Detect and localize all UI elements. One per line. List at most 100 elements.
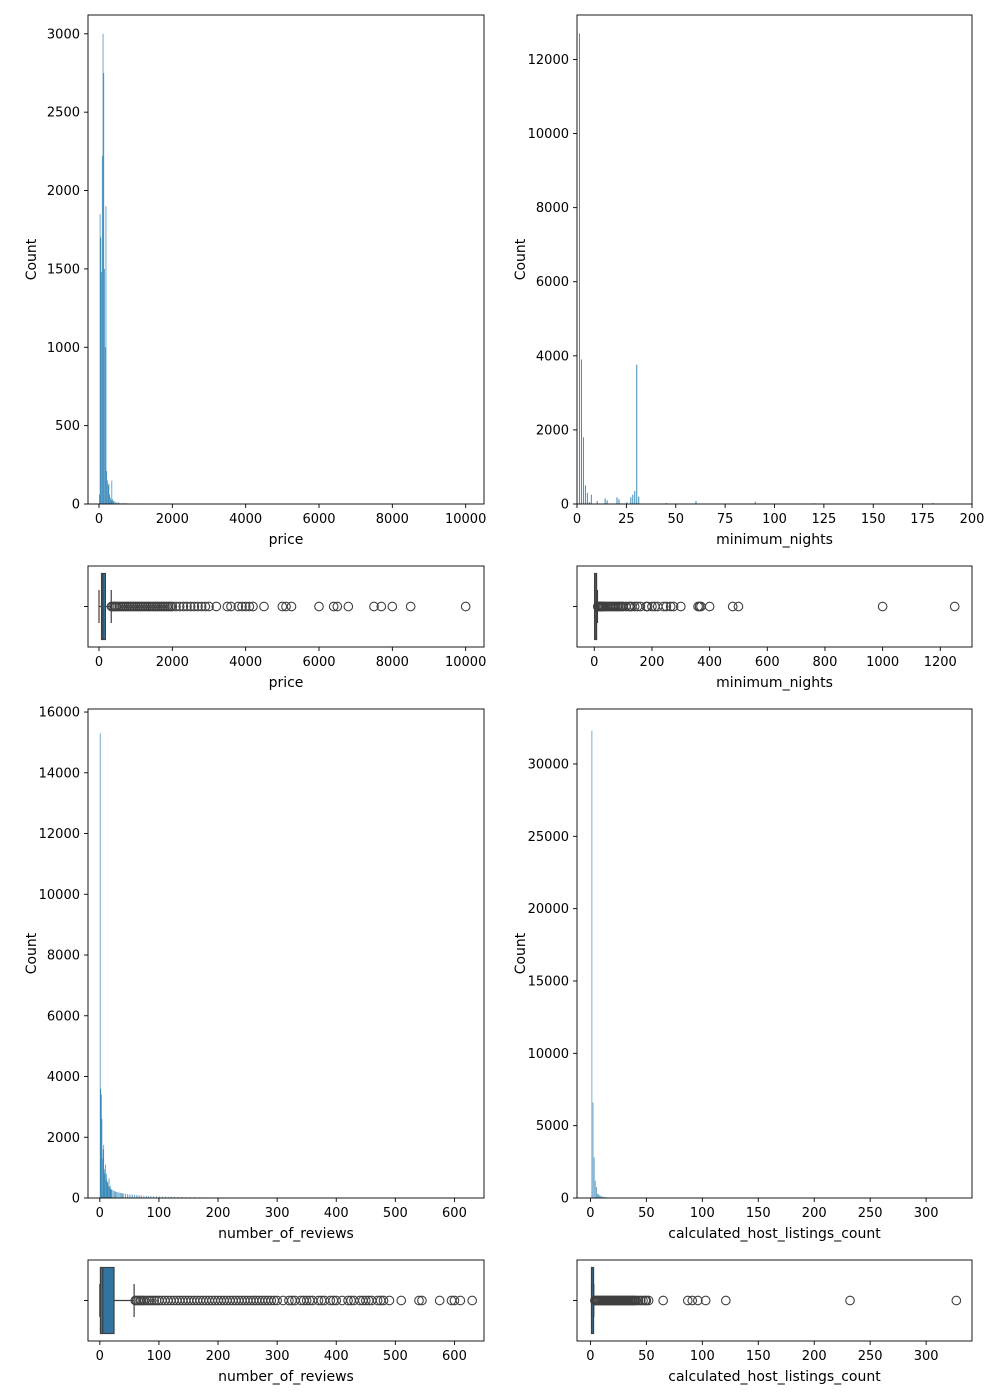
- reviews-box-outlier: [417, 1295, 427, 1306]
- reviews-hist-ytick-label: 8000: [47, 949, 80, 964]
- hosts-box-xtick-label: 50: [638, 1349, 655, 1364]
- price-box-outlier: [281, 601, 291, 612]
- nights-hist-panel: 0 2000 4000 6000 8000 10000 12000 Count 0 25 50 75 1…: [513, 14, 984, 548]
- reviews-box-outlier: [384, 1295, 395, 1306]
- nights-hist-bar: [616, 497, 618, 504]
- price-box-xtick-label: 2000: [156, 655, 189, 670]
- hosts-hist-bar: [602, 1196, 604, 1198]
- reviews-hist-bar: [150, 1196, 152, 1198]
- price-hist-ytick-label: 2500: [47, 106, 80, 121]
- price-box-xtick-label: 8000: [376, 655, 409, 670]
- reviews-box-boxplot: [99, 1266, 478, 1335]
- hosts-hist-xtick-label: 50: [638, 1206, 655, 1221]
- price-box-outlier: [200, 601, 211, 612]
- reviews-hist-bar: [128, 1194, 130, 1198]
- price-hist-xtick-label: 6000: [302, 512, 335, 527]
- reviews-hist-bar: [116, 1191, 118, 1198]
- reviews-hist-xtick-label: 300: [265, 1206, 290, 1221]
- hosts-box-fliers: [590, 1295, 962, 1306]
- price-hist-bar: [101, 272, 102, 504]
- reviews-hist-ytick-label: 16000: [39, 706, 80, 721]
- price-box-outlier: [286, 601, 297, 612]
- reviews-hist-bar: [103, 1169, 105, 1198]
- reviews-hist-ytick-label: 2000: [47, 1131, 80, 1146]
- hosts-box-outlier: [692, 1295, 703, 1306]
- price-hist-bar: [112, 499, 113, 504]
- reviews-hist-bar: [105, 1164, 106, 1198]
- price-hist-bar: [102, 33, 104, 505]
- reviews-box-xtick-label: 100: [147, 1349, 172, 1364]
- hosts-hist-ytick-label: 15000: [528, 974, 569, 989]
- price-hist-xtick-label: 4000: [229, 512, 262, 527]
- reviews-box-outlier: [455, 1295, 466, 1306]
- price-hist-ytick-label: 0: [72, 498, 80, 513]
- nights-hist-bars: [578, 33, 934, 505]
- reviews-hist-bar: [114, 1191, 115, 1198]
- reviews-box-outlier: [142, 1295, 152, 1306]
- reviews-box-outlier: [325, 1295, 336, 1306]
- price-box-outlier: [277, 601, 288, 612]
- hosts-box-xtick-label: 0: [586, 1349, 594, 1364]
- nights-box-outlier: [661, 601, 672, 612]
- hosts-box-outlier: [951, 1295, 962, 1306]
- hosts-box-outlier: [643, 1295, 654, 1306]
- reviews-hist-ytick-label: 12000: [39, 827, 80, 842]
- nights-box-frame: [576, 565, 973, 648]
- hosts-hist-panel: 0 5000 10000 15000 20000 25000 30000 Count 0 50 10…: [513, 708, 973, 1242]
- nights-hist-bar: [606, 500, 608, 504]
- price-box-outlier: [182, 601, 192, 612]
- reviews-hist-xtick-label: 200: [206, 1206, 231, 1221]
- reviews-hist-bar: [101, 1094, 102, 1198]
- hosts-hist-ytick-label: 10000: [528, 1047, 569, 1062]
- reviews-hist-bar: [164, 1196, 166, 1198]
- reviews-hist-bar: [99, 733, 101, 1198]
- price-box-outlier: [204, 601, 214, 612]
- hosts-box-xtick-label: 250: [858, 1349, 883, 1364]
- nights-hist-xtick-label: 25: [618, 512, 635, 527]
- nights-box-outlier: [949, 601, 960, 612]
- hosts-hist-bar: [592, 1102, 594, 1198]
- reviews-hist-bar: [108, 1185, 109, 1198]
- nights-hist-bar: [588, 502, 590, 504]
- price-box-outlier: [460, 601, 471, 612]
- price-hist-bar: [101, 156, 103, 504]
- price-hist-xtick-label: 8000: [376, 512, 409, 527]
- price-hist-bar: [103, 72, 105, 505]
- reviews-box-xtick-label: 300: [265, 1349, 290, 1364]
- price-hist-bar: [118, 502, 119, 504]
- price-box-outlier: [222, 601, 233, 612]
- nights-hist-ytick-label: 12000: [528, 53, 569, 68]
- price-hist-bar: [110, 500, 112, 504]
- nights-box-outlier: [647, 601, 657, 612]
- nights-box-panel: 0 200 400 600 800 1000 1200 minimum_nights: [573, 565, 973, 691]
- nights-box-outlier: [635, 601, 646, 612]
- hosts-hist-bar: [598, 1194, 599, 1198]
- nights-hist-ylabel: Count: [513, 238, 529, 280]
- reviews-box-outlier: [146, 1295, 157, 1306]
- reviews-hist-bar: [123, 1193, 125, 1198]
- price-hist-panel: 0 500 1000 1500 2000 2500 3000 Count 0 2000 4000 60…: [24, 14, 486, 548]
- reviews-hist-bar: [109, 1187, 110, 1198]
- reviews-hist-frame: [87, 708, 485, 1199]
- nights-hist-bar: [634, 491, 636, 504]
- hosts-box-outlier: [845, 1295, 855, 1306]
- nights-hist-bar: [584, 485, 586, 504]
- reviews-hist-bar: [118, 1192, 120, 1198]
- reviews-box-xlabel: number_of_reviews: [218, 1369, 354, 1385]
- nights-box-fliers: [592, 601, 960, 612]
- reviews-hist-ytick-label: 0: [72, 1192, 80, 1207]
- reviews-hist-xlabel: number_of_reviews: [218, 1226, 354, 1242]
- reviews-hist-bar: [125, 1193, 126, 1198]
- reviews-hist-xtick-label: 400: [324, 1206, 349, 1221]
- hosts-hist-bar: [593, 1157, 595, 1198]
- nights-hist-bar: [695, 501, 697, 504]
- price-box-outlier: [189, 601, 200, 612]
- price-box-fliers: [106, 601, 471, 612]
- price-box-outlier: [196, 601, 207, 612]
- reviews-hist-ytick-label: 14000: [39, 766, 80, 781]
- reviews-box-outlier: [414, 1295, 424, 1306]
- price-hist-bar: [99, 494, 100, 504]
- hosts-hist-ytick-label: 20000: [528, 902, 569, 917]
- nights-box-outlier: [642, 601, 653, 612]
- reviews-box-outlier: [449, 1295, 460, 1306]
